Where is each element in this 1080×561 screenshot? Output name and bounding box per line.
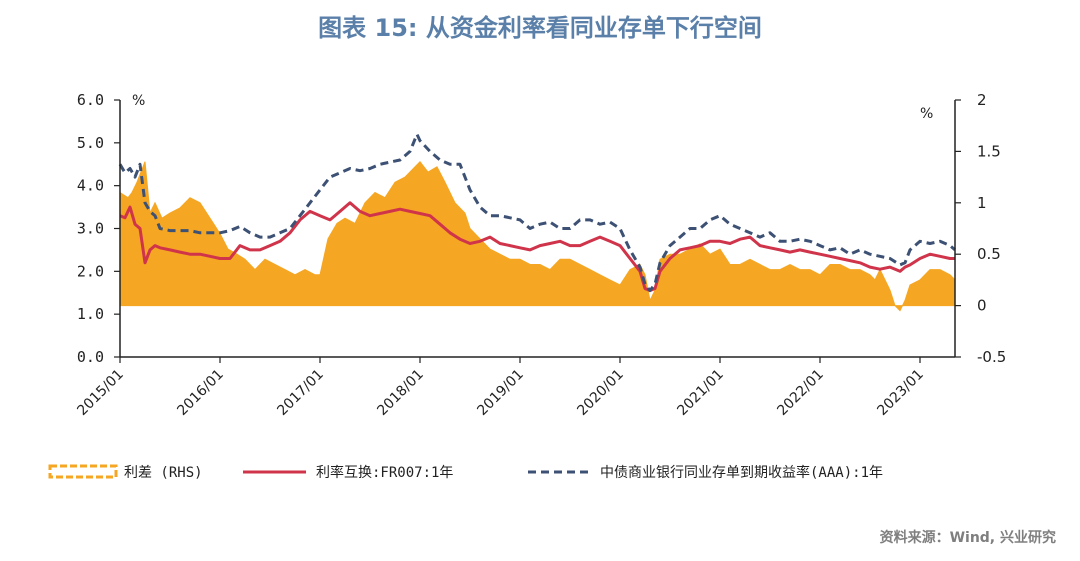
legend-fr007-label: 利率互换:FR007:1年 [316, 464, 453, 481]
x-tick-label: 2019/01 [474, 367, 526, 419]
left-tick-label: 5.0 [77, 134, 104, 152]
spread-area-layer [119, 160, 956, 312]
x-tick-label: 2022/01 [774, 367, 826, 419]
x-tick-label: 2023/01 [874, 367, 926, 419]
legend-spread-swatch [48, 464, 118, 479]
right-tick-label: 2 [977, 91, 987, 109]
left-tick-label: 3.0 [77, 220, 104, 238]
lines-layer [118, 132, 956, 293]
chart-title: 图表 15: 从资金利率看同业存单下行空间 [318, 14, 762, 42]
left-tick-label: 2.0 [77, 262, 104, 280]
spread-area [119, 160, 956, 312]
x-tick-label: 2021/01 [674, 367, 726, 419]
right-tick-label: -0.5 [977, 348, 1006, 366]
x-tick-label: 2015/01 [74, 367, 126, 419]
right-tick-label: 1 [977, 194, 987, 212]
fr007-swap-line [119, 201, 955, 293]
left-tick-label: 1.0 [77, 305, 104, 323]
left-axis-unit: % [132, 93, 145, 109]
x-tick-label: 2020/01 [574, 367, 626, 419]
legend-ncd-label: 中债商业银行同业存单到期收益率(AAA):1年 [600, 464, 883, 481]
left-tick-label: 4.0 [77, 177, 104, 195]
right-axis-unit: % [920, 106, 933, 122]
ncd-yield-line [118, 132, 956, 293]
x-tick-label: 2018/01 [374, 367, 426, 419]
source-note: 资料来源：Wind, 兴业研究 [879, 530, 1056, 546]
x-tick-label: 2017/01 [274, 367, 326, 419]
right-tick-label: 0.5 [977, 245, 1001, 263]
x-tick-label: 2016/01 [174, 367, 226, 419]
legend-spread-label: 利差 (RHS) [124, 465, 203, 481]
left-tick-label: 6.0 [77, 91, 104, 109]
right-tick-label: 1.5 [977, 142, 1001, 160]
right-tick-label: 0 [977, 297, 987, 315]
legend: 利差 (RHS) 利率互换:FR007:1年 中债商业银行同业存单到期收益率(A… [48, 464, 883, 481]
left-tick-label: 0.0 [77, 348, 104, 366]
